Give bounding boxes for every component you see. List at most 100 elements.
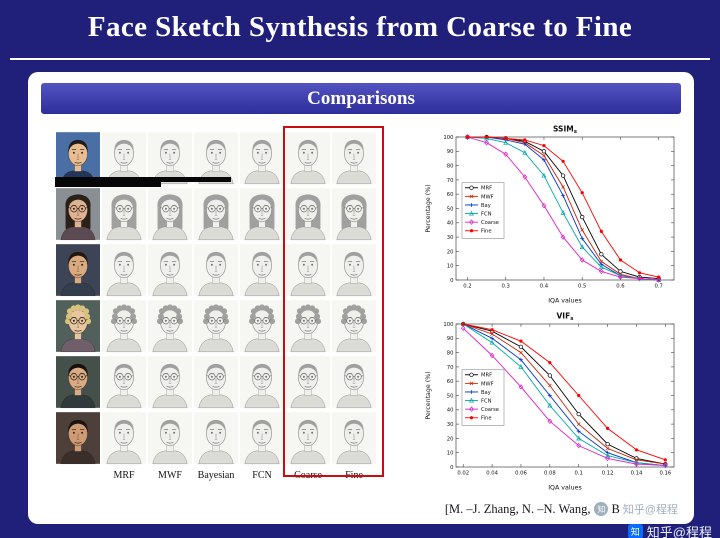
svg-text:IQA values: IQA values — [548, 485, 582, 492]
svg-text:MRF: MRF — [481, 186, 492, 192]
svg-text:VIFs: VIFs — [557, 312, 575, 323]
svg-text:0.2: 0.2 — [463, 284, 471, 290]
sketch-cell — [193, 242, 239, 298]
svg-text:Percentage (%): Percentage (%) — [425, 371, 432, 419]
svg-text:0.02: 0.02 — [457, 471, 469, 477]
sketch-cell — [331, 298, 377, 354]
svg-text:70: 70 — [447, 178, 454, 184]
svg-text:MWF: MWF — [481, 194, 494, 200]
title-divider — [10, 58, 710, 60]
sketch-cell — [147, 242, 193, 298]
svg-text:90: 90 — [447, 336, 454, 342]
redaction-bar — [55, 177, 231, 182]
sketch-cell — [331, 130, 377, 186]
sketch-cell — [285, 130, 331, 186]
sketch-cell — [147, 298, 193, 354]
method-label: Coarse — [294, 470, 322, 481]
face-comparison-grid — [55, 130, 377, 466]
section-header-label: Comparisons — [307, 87, 415, 109]
svg-text:Bay: Bay — [481, 203, 491, 209]
sketch-cell — [285, 298, 331, 354]
svg-text:60: 60 — [447, 379, 454, 385]
svg-text:0.06: 0.06 — [515, 471, 527, 477]
svg-text:MRF: MRF — [481, 373, 492, 379]
citation-text-fragment: B — [611, 501, 620, 516]
method-labels-row: MRF MWF Bayesian FCN Coarse Fine — [55, 470, 377, 481]
svg-text:Percentage (%): Percentage (%) — [425, 184, 432, 232]
zhihu-logo-icon: 知 — [594, 502, 609, 516]
svg-text:30: 30 — [447, 422, 454, 428]
sketch-cell — [285, 242, 331, 298]
citation: [M. –J. Zhang, N. –N. Wang, 知 B 知乎@程程 — [445, 501, 678, 517]
corner-watermark-text: 知乎@程程 — [646, 525, 712, 538]
svg-text:50: 50 — [447, 206, 454, 212]
ssim-chart: SSIMs 0 10 20 30 40 50 60 70 80 90 100 0.2 0.3 0.4 0.5 0… — [422, 122, 682, 306]
svg-text:FCN: FCN — [481, 211, 492, 217]
svg-text:Coarse: Coarse — [481, 407, 499, 413]
svg-text:40: 40 — [447, 221, 454, 227]
label-spacer — [55, 470, 101, 481]
sketch-cell — [101, 354, 147, 410]
sketch-cell — [101, 298, 147, 354]
content-panel: Comparisons MRF MWF Bayesian FCN Coarse Fine … — [28, 72, 694, 524]
sketch-cell — [101, 186, 147, 242]
svg-text:0.6: 0.6 — [616, 284, 625, 290]
svg-text:0: 0 — [450, 278, 454, 284]
svg-text:50: 50 — [447, 393, 454, 399]
method-label: MWF — [158, 470, 182, 481]
slide-title: Face Sketch Synthesis from Coarse to Fin… — [87, 11, 633, 43]
photo-cell — [55, 410, 101, 466]
svg-text:0: 0 — [450, 465, 454, 471]
sketch-cell — [147, 410, 193, 466]
section-header: Comparisons — [41, 83, 681, 114]
corner-watermark: 知 知乎@程程 — [627, 522, 712, 538]
sketch-cell — [239, 410, 285, 466]
inline-watermark: 知 B 知乎@程程 — [594, 501, 678, 517]
sketch-cell — [331, 242, 377, 298]
svg-text:30: 30 — [447, 235, 454, 241]
photo-cell — [55, 298, 101, 354]
sketch-cell — [193, 298, 239, 354]
svg-text:100: 100 — [443, 322, 454, 328]
sketch-cell — [331, 186, 377, 242]
method-label: Fine — [345, 470, 363, 481]
sketch-cell — [147, 186, 193, 242]
method-label: Bayesian — [197, 470, 235, 481]
svg-text:0.1: 0.1 — [574, 471, 582, 477]
svg-text:90: 90 — [447, 149, 454, 155]
svg-text:0.7: 0.7 — [654, 284, 662, 290]
sketch-cell — [147, 354, 193, 410]
sketch-cell — [285, 410, 331, 466]
sketch-cell — [239, 130, 285, 186]
svg-text:SSIMs: SSIMs — [553, 125, 578, 136]
svg-text:0.12: 0.12 — [602, 471, 614, 477]
svg-text:0.04: 0.04 — [486, 471, 498, 477]
vif-chart: VIFs 0 10 20 30 40 50 60 70 80 90 100 0.02 0.04 0.06 0.… — [422, 309, 682, 493]
sketch-cell — [193, 354, 239, 410]
svg-text:0.4: 0.4 — [540, 284, 549, 290]
sketch-cell — [331, 354, 377, 410]
photo-cell — [55, 354, 101, 410]
svg-text:FCN: FCN — [481, 398, 492, 404]
citation-text: [M. –J. Zhang, N. –N. Wang, — [444, 501, 591, 516]
svg-text:80: 80 — [447, 351, 454, 357]
sketch-cell — [239, 354, 285, 410]
svg-text:0.14: 0.14 — [631, 471, 643, 477]
svg-text:Fine: Fine — [481, 416, 492, 422]
sketch-cell — [331, 410, 377, 466]
svg-text:Fine: Fine — [481, 229, 492, 235]
inline-watermark-text: 知乎@程程 — [622, 504, 678, 516]
sketch-cell — [193, 410, 239, 466]
svg-text:IQA values: IQA values — [548, 298, 582, 305]
sketch-cell — [101, 242, 147, 298]
sketch-cell — [285, 354, 331, 410]
svg-text:60: 60 — [447, 192, 454, 198]
method-label: FCN — [252, 470, 272, 481]
svg-text:20: 20 — [447, 436, 454, 442]
charts-column: SSIMs 0 10 20 30 40 50 60 70 80 90 100 0.2 0.3 0.4 0.5 0… — [422, 122, 682, 493]
svg-text:100: 100 — [443, 135, 454, 141]
sketch-cell — [239, 242, 285, 298]
sketch-cell — [239, 298, 285, 354]
svg-text:80: 80 — [447, 164, 454, 170]
